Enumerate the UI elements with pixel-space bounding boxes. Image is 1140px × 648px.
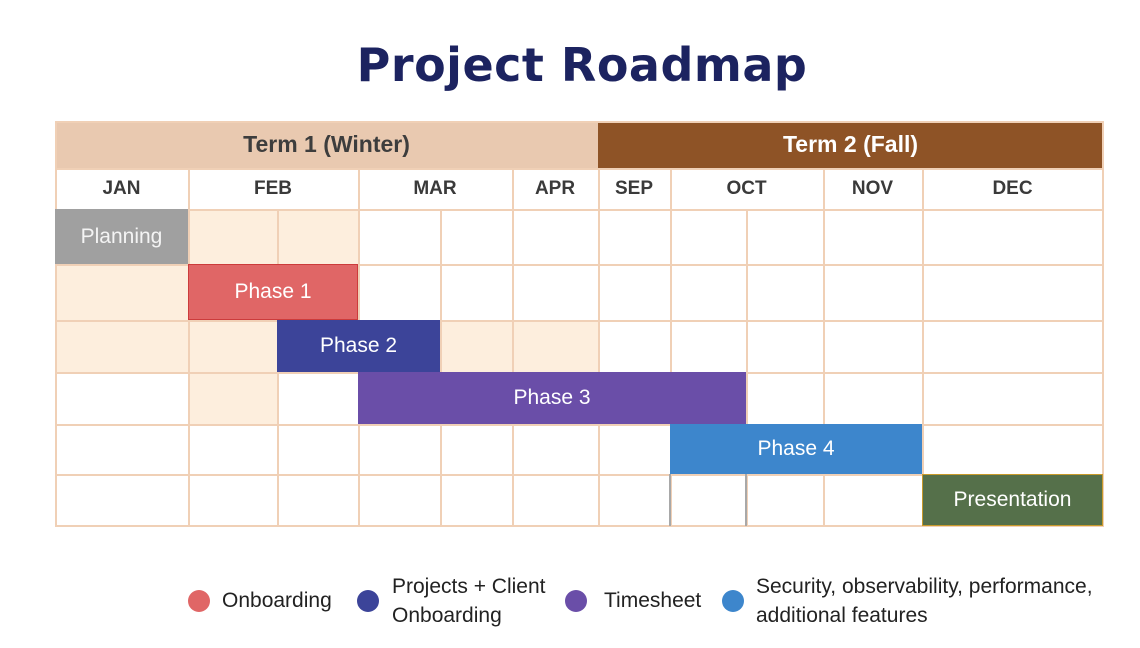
term-2-header: Term 2 (Fall) [598, 121, 1103, 168]
month-mar: MAR [413, 177, 457, 199]
grid-line [670, 168, 672, 209]
grid-line [598, 209, 600, 526]
term-1-label: Term 1 (Winter) [243, 131, 410, 157]
bar-phase-4: Phase 4 [670, 424, 922, 474]
grid-line [669, 474, 671, 526]
grid-line [745, 474, 747, 526]
legend-dot-security [722, 590, 744, 612]
month-apr: APR [534, 177, 576, 199]
bar-planning: Planning [55, 209, 188, 264]
page-title: Project Roadmap [356, 38, 808, 92]
shaded-cell [440, 320, 512, 372]
term-1-header: Term 1 (Winter) [55, 121, 598, 168]
legend-label-timesheet: Timesheet [604, 589, 702, 612]
bar-phase-2-label: Phase 2 [319, 334, 398, 357]
bar-presentation-label: Presentation [953, 488, 1072, 511]
shaded-cell [188, 320, 277, 372]
grid-line [1102, 121, 1104, 527]
shaded-cell [55, 320, 188, 372]
shaded-cell [55, 264, 188, 320]
shaded-cell [512, 320, 598, 372]
grid-line [670, 209, 672, 526]
grid-line [55, 525, 1104, 527]
grid-line [823, 209, 825, 526]
bar-phase-3: Phase 3 [358, 372, 746, 424]
legend-dot-onboarding [188, 590, 210, 612]
term-2-label: Term 2 (Fall) [782, 131, 919, 157]
shaded-cell [188, 372, 277, 424]
grid-line [823, 168, 825, 209]
month-sep: SEP [614, 177, 654, 199]
month-dec: DEC [992, 177, 1033, 199]
shaded-cell [277, 209, 358, 264]
bar-phase-1-label: Phase 1 [234, 280, 312, 303]
grid-line [55, 209, 1104, 211]
grid-line [598, 168, 600, 209]
bar-phase-4-label: Phase 4 [757, 437, 835, 460]
bar-phase-3-label: Phase 3 [513, 386, 591, 409]
bar-phase-1: Phase 1 [188, 264, 358, 320]
grid-line [746, 209, 748, 526]
legend-label-projects: Projects + Client Onboarding [392, 575, 546, 627]
legend-label-security: Security, observability, performance, ad… [756, 575, 1093, 627]
grid-line [512, 209, 514, 526]
month-oct: OCT [726, 177, 767, 199]
bar-planning-label: Planning [80, 224, 163, 248]
grid-line [440, 209, 442, 526]
grid-line [922, 209, 924, 526]
grid-line [55, 121, 1104, 123]
grid-line [55, 168, 1104, 170]
grid-line [55, 424, 1104, 426]
month-nov: NOV [851, 177, 894, 199]
shaded-cell [188, 209, 277, 264]
month-jan: JAN [102, 177, 141, 199]
month-feb: FEB [254, 177, 292, 199]
legend-label-onboarding: Onboarding [222, 589, 332, 612]
grid-line [358, 168, 360, 209]
bar-phase-2: Phase 2 [277, 320, 440, 372]
grid-line [55, 264, 1104, 266]
grid-line [55, 320, 1104, 322]
grid-line [188, 209, 190, 526]
bar-presentation: Presentation [922, 474, 1103, 526]
legend-dot-timesheet [565, 590, 587, 612]
legend-dot-projects [357, 590, 379, 612]
grid-line [55, 474, 1104, 476]
grid-line [512, 168, 514, 209]
grid-line [188, 168, 190, 209]
grid-line [55, 121, 57, 527]
grid-line [922, 168, 924, 209]
